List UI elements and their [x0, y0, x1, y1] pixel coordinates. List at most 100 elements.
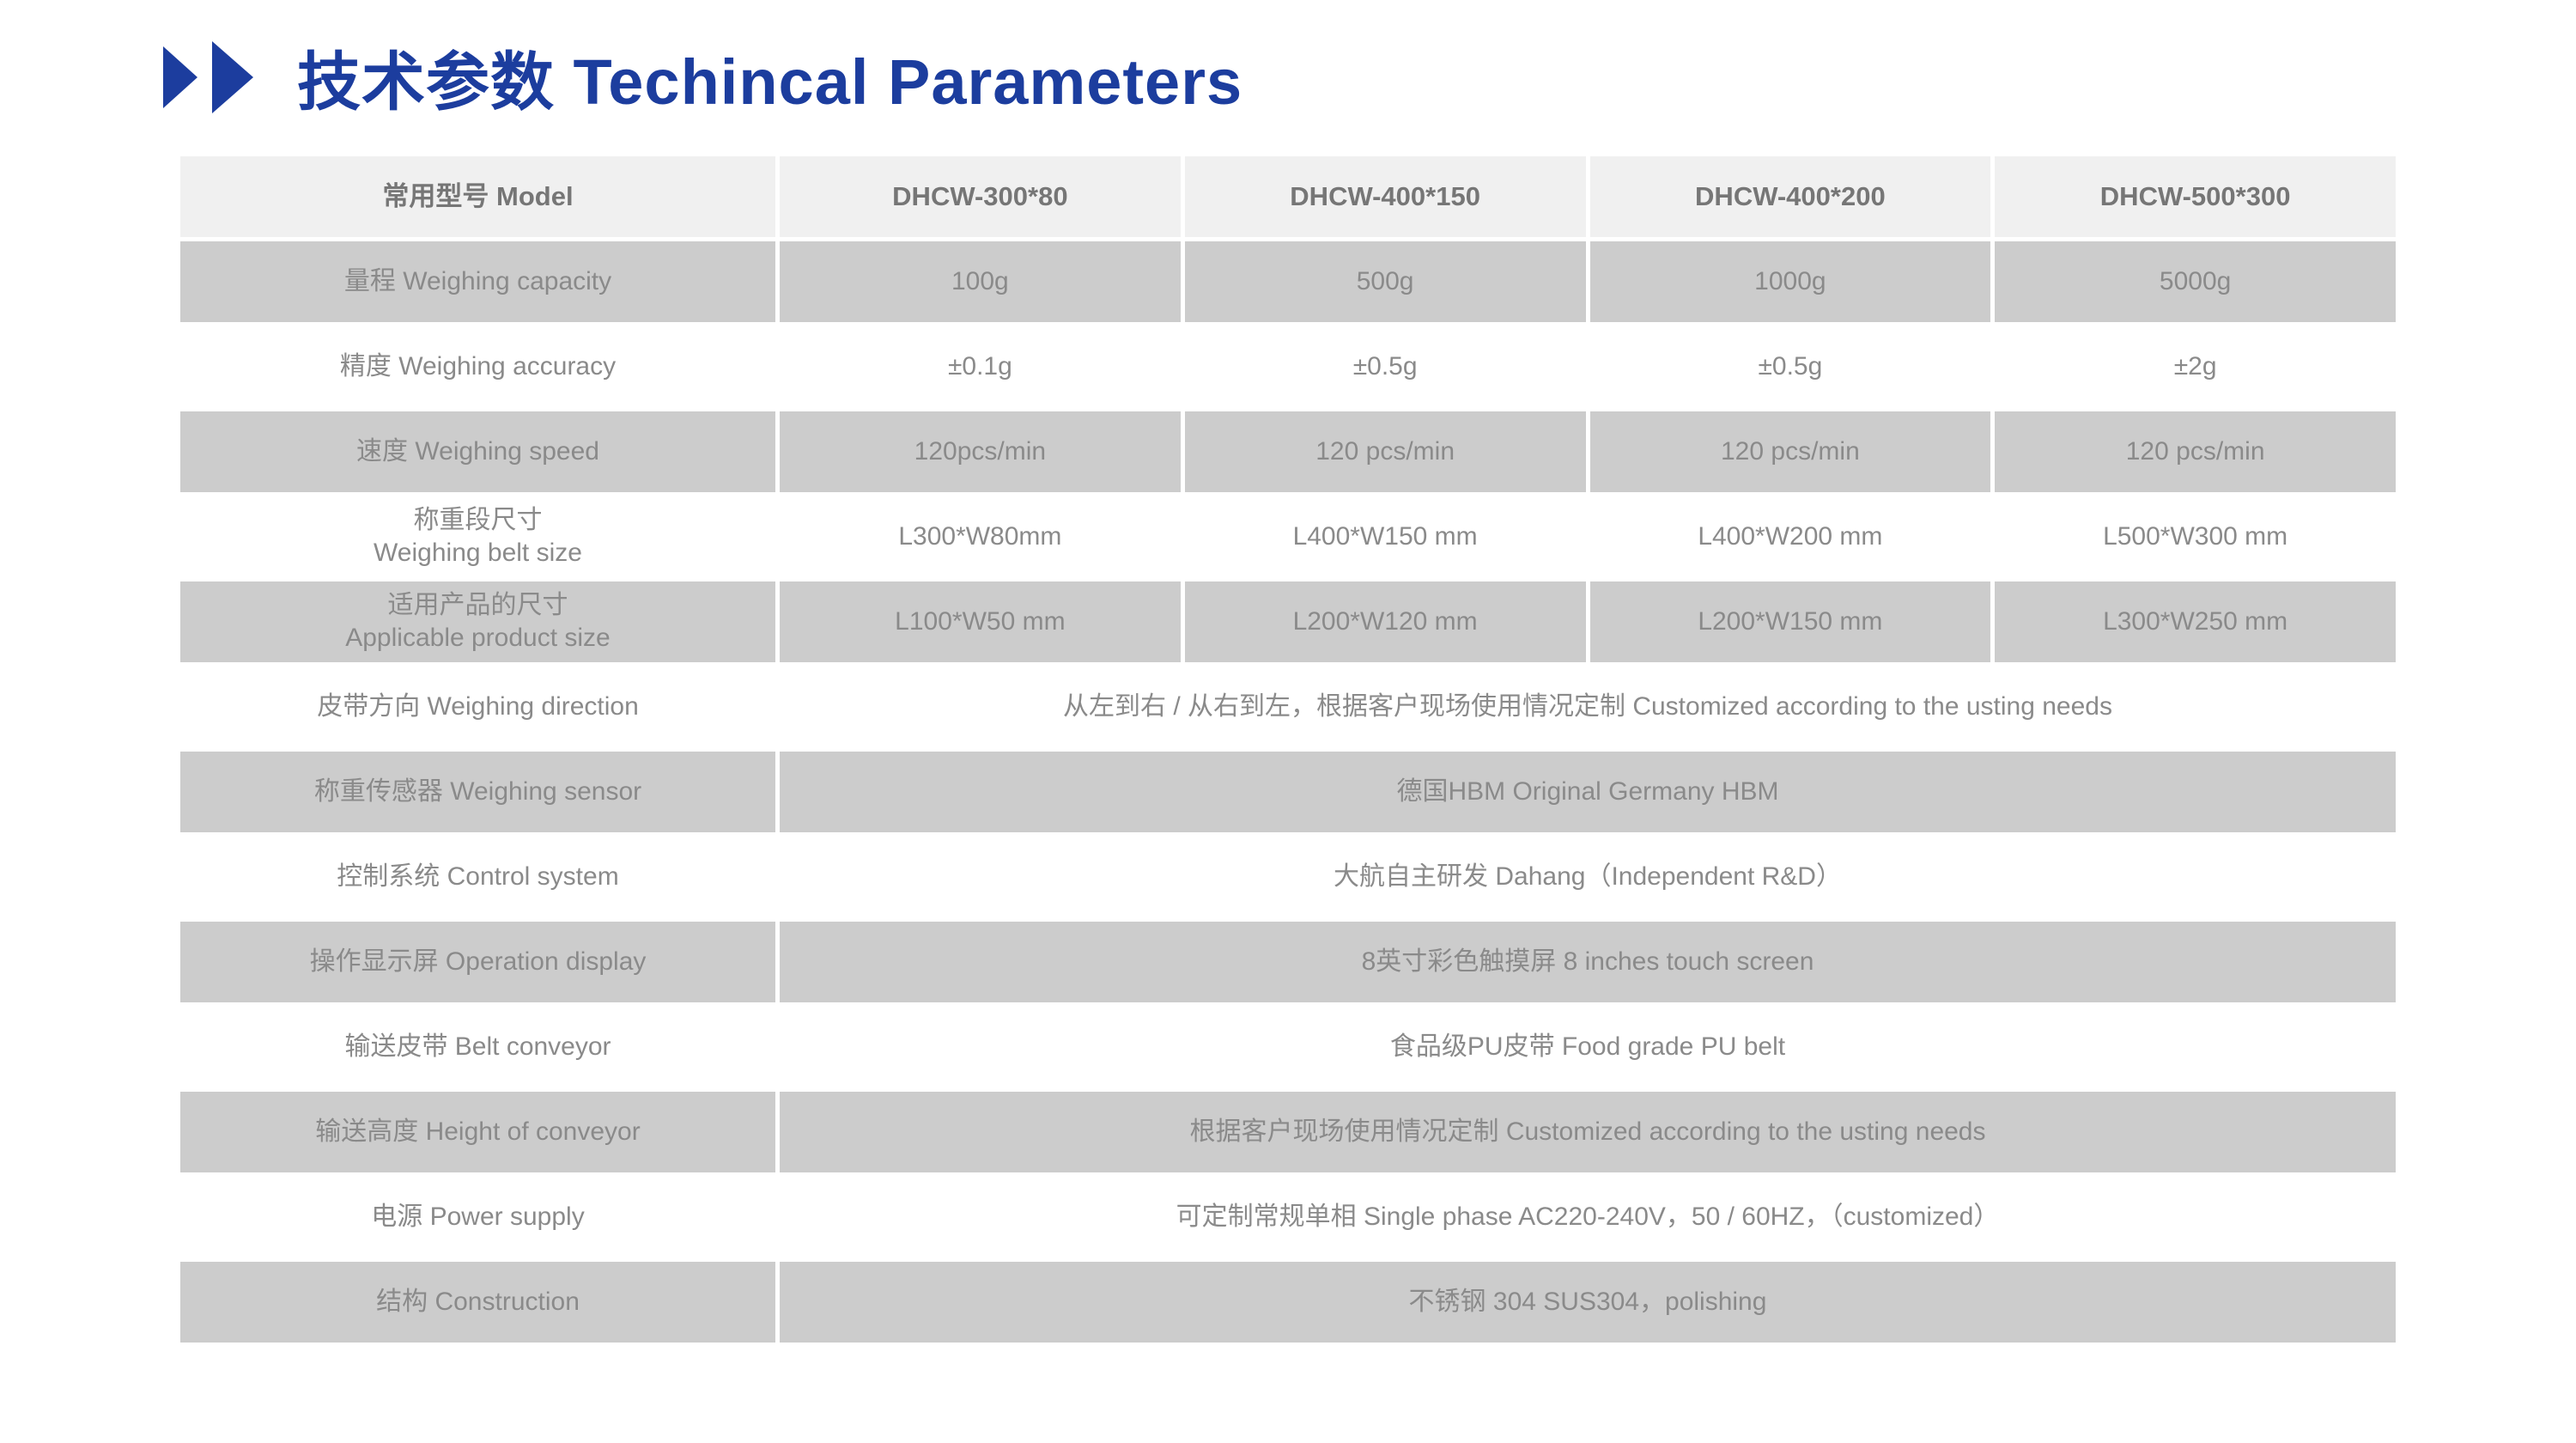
cell-text: 操作显示屏 Operation display: [309, 947, 647, 976]
table-row-height-of-conveyor: 输送高度 Height of conveyor 根据客户现场使用情况定制 Cust…: [180, 1092, 2396, 1172]
cell-text: 5000g: [2159, 267, 2232, 295]
cell-text: 1000g: [1754, 267, 1826, 295]
belt-conveyor-value: 食品级PU皮带 Food grade PU belt: [780, 1007, 2396, 1087]
cell-text: 8英寸彩色触摸屏 8 inches touch screen: [1361, 947, 1814, 976]
cell-text: 100g: [951, 267, 1009, 295]
cell-text: DHCW-400*200: [1695, 181, 1886, 211]
cell-text: 120 pcs/min: [1315, 437, 1455, 466]
weighing-belt-size-value-3: L500*W300 mm: [1995, 496, 2396, 577]
weighing-speed-value-1: 120 pcs/min: [1184, 411, 1586, 492]
row-label-control-system: 控制系统 Control system: [180, 837, 775, 917]
cell-text: DHCW-500*300: [2099, 181, 2291, 211]
cell-text: ±2g: [2173, 352, 2217, 381]
row-label-height-of-conveyor: 输送高度 Height of conveyor: [180, 1092, 775, 1172]
weighing-capacity-value-0: 100g: [780, 241, 1181, 322]
cell-text: 输送高度 Height of conveyor: [315, 1117, 641, 1146]
row-label-operation-display: 操作显示屏 Operation display: [180, 922, 775, 1002]
weighing-belt-size-value-0: L300*W80mm: [780, 496, 1181, 577]
cell-text: 根据客户现场使用情况定制 Customized according to the…: [1189, 1117, 1986, 1146]
cell-text: L200*W150 mm: [1698, 607, 1883, 636]
weighing-belt-size-value-1: L400*W150 mm: [1184, 496, 1586, 577]
weighing-accuracy-value-0: ±0.1g: [780, 326, 1181, 407]
cell-text: L200*W120 mm: [1292, 607, 1478, 636]
row-label-applicable-product-size: 适用产品的尺寸 Applicable product size: [180, 581, 775, 662]
page-title: 技术参数 Techincal Parameters: [297, 46, 1243, 118]
applicable-product-size-value-2: L200*W150 mm: [1589, 581, 1991, 662]
cell-text: 结构 Construction: [376, 1288, 580, 1316]
right-triangle-large-icon: [212, 40, 256, 113]
applicable-product-size-value-0: L100*W50 mm: [780, 581, 1181, 662]
row-label-weighing-sensor: 称重传感器 Weighing sensor: [180, 752, 775, 832]
row-label-weighing-capacity: 量程 Weighing capacity: [180, 241, 775, 322]
row-label-belt-conveyor: 输送皮带 Belt conveyor: [180, 1007, 775, 1087]
cell-text: 电源 Power supply: [371, 1202, 585, 1231]
cell-text: 120pcs/min: [914, 437, 1047, 466]
cell-text: 精度 Weighing accuracy: [339, 352, 617, 381]
header-model-1: DHCW-400*150: [1184, 156, 1586, 237]
weighing-capacity-value-3: 5000g: [1995, 241, 2396, 322]
header-model-0: DHCW-300*80: [780, 156, 1181, 237]
table-row-control-system: 控制系统 Control system 大航自主研发 Dahang（Indepen…: [180, 837, 2396, 917]
cell-text: 适用产品的尺寸: [387, 591, 568, 619]
cell-text: L100*W50 mm: [895, 607, 1066, 636]
power-supply-value: 可定制常规单相 Single phase AC220-240V，50 / 60H…: [780, 1177, 2396, 1257]
cell-text: 常用型号 Model: [382, 181, 574, 211]
cell-text: Applicable product size: [345, 624, 611, 652]
cell-text: 120 pcs/min: [1721, 437, 1860, 466]
applicable-product-size-value-3: L300*W250 mm: [1995, 581, 2396, 662]
table-row-construction: 结构 Construction 不锈钢 304 SUS304，polishing: [180, 1262, 2396, 1343]
weighing-accuracy-value-1: ±0.5g: [1184, 326, 1586, 407]
weighing-accuracy-value-3: ±2g: [1995, 326, 2396, 407]
control-system-value: 大航自主研发 Dahang（Independent R&D）: [780, 837, 2396, 917]
cell-text: 量程 Weighing capacity: [343, 267, 612, 295]
weighing-speed-value-2: 120 pcs/min: [1589, 411, 1991, 492]
cell-text: L400*W200 mm: [1698, 522, 1883, 551]
operation-display-value: 8英寸彩色触摸屏 8 inches touch screen: [780, 922, 2396, 1002]
weighing-sensor-value: 德国HBM Original Germany HBM: [780, 752, 2396, 832]
table-row-weighing-direction: 皮带方向 Weighing direction 从左到右 / 从右到左，根据客户现…: [180, 667, 2396, 747]
row-label-weighing-belt-size: 称重段尺寸 Weighing belt size: [180, 496, 775, 577]
cell-text: 德国HBM Original Germany HBM: [1396, 777, 1779, 806]
cell-text: Weighing belt size: [374, 539, 582, 567]
row-label-construction: 结构 Construction: [180, 1262, 775, 1343]
weighing-speed-value-3: 120 pcs/min: [1995, 411, 2396, 492]
cell-text: ±0.5g: [1758, 352, 1823, 381]
right-triangle-small-icon: [163, 46, 200, 108]
cell-text: 称重传感器 Weighing sensor: [313, 777, 642, 806]
weighing-direction-value: 从左到右 / 从右到左，根据客户现场使用情况定制 Customized acco…: [780, 667, 2396, 747]
table-row-weighing-capacity: 量程 Weighing capacity 100g 500g 1000g 5000g: [180, 241, 2396, 322]
weighing-capacity-value-2: 1000g: [1589, 241, 1991, 322]
cell-text: 食品级PU皮带 Food grade PU belt: [1389, 1032, 1786, 1061]
header-model-3: DHCW-500*300: [1995, 156, 2396, 237]
table-row-power-supply: 电源 Power supply 可定制常规单相 Single phase AC22…: [180, 1177, 2396, 1257]
row-label-weighing-speed: 速度 Weighing speed: [180, 411, 775, 492]
cell-text: 输送皮带 Belt conveyor: [344, 1032, 611, 1061]
weighing-speed-value-0: 120pcs/min: [780, 411, 1181, 492]
table-row-belt-conveyor: 输送皮带 Belt conveyor 食品级PU皮带 Food grade PU …: [180, 1007, 2396, 1087]
technical-parameters-table: 常用型号 Model DHCW-300*80 DHCW-400*150 DHCW-40…: [180, 156, 2396, 1343]
cell-text: 控制系统 Control system: [337, 862, 619, 891]
cell-text: L300*W80mm: [898, 522, 1062, 551]
table-header-row: 常用型号 Model DHCW-300*80 DHCW-400*150 DHCW-40…: [180, 156, 2396, 237]
construction-value: 不锈钢 304 SUS304，polishing: [780, 1262, 2396, 1343]
table-row-weighing-accuracy: 精度 Weighing accuracy ±0.1g ±0.5g ±0.5g ±2g: [180, 326, 2396, 407]
cell-text: 从左到右 / 从右到左，根据客户现场使用情况定制 Customized acco…: [1062, 692, 2112, 721]
table-row-weighing-speed: 速度 Weighing speed 120pcs/min 120 pcs/min 12…: [180, 411, 2396, 492]
cell-text: L500*W300 mm: [2103, 522, 2288, 551]
table-row-applicable-product-size: 适用产品的尺寸 Applicable product size L100*W50 m…: [180, 581, 2396, 662]
cell-text: L300*W250 mm: [2103, 607, 2288, 636]
cell-text: ±0.1g: [947, 352, 1012, 381]
table-row-operation-display: 操作显示屏 Operation display 8英寸彩色触摸屏 8 inches…: [180, 922, 2396, 1002]
header-model-label: 常用型号 Model: [180, 156, 775, 237]
section-title-bar: 技术参数 Techincal Parameters: [163, 31, 1242, 123]
table-row-weighing-belt-size: 称重段尺寸 Weighing belt size L300*W80mm L400*W1…: [180, 496, 2396, 577]
cell-text: 500g: [1356, 267, 1414, 295]
cell-text: 皮带方向 Weighing direction: [317, 692, 639, 721]
cell-text: 120 pcs/min: [2125, 437, 2265, 466]
cell-text: 可定制常规单相 Single phase AC220-240V，50 / 60H…: [1176, 1202, 2000, 1231]
header-model-2: DHCW-400*200: [1589, 156, 1991, 237]
applicable-product-size-value-1: L200*W120 mm: [1184, 581, 1586, 662]
row-label-power-supply: 电源 Power supply: [180, 1177, 775, 1257]
weighing-capacity-value-1: 500g: [1184, 241, 1586, 322]
